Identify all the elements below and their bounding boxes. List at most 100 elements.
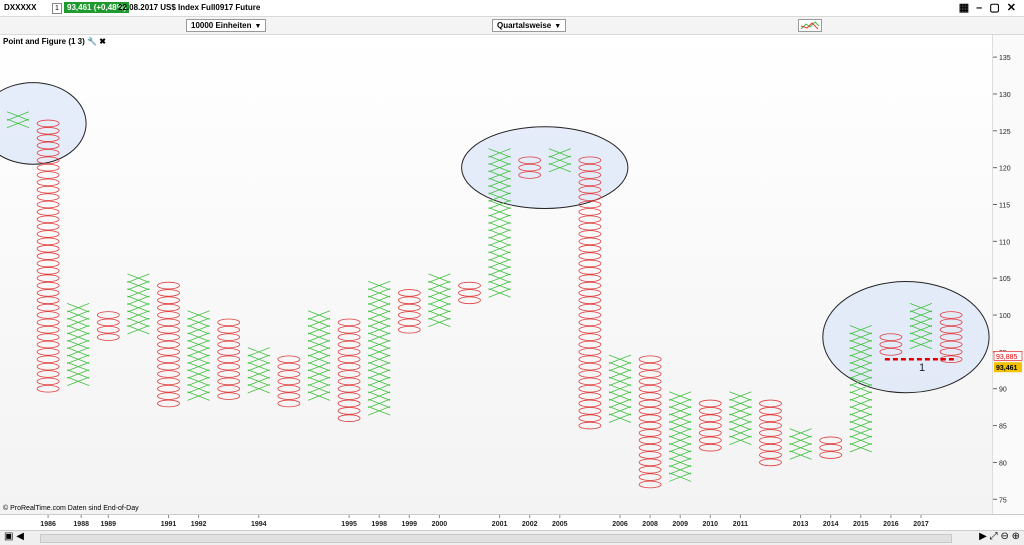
- o-mark: [578, 281, 602, 290]
- x-tick-label: 2013: [793, 521, 809, 528]
- o-mark: [759, 458, 782, 467]
- x-mark: [488, 273, 511, 283]
- o-mark: [578, 355, 602, 364]
- window-controls[interactable]: ▦ – ▢ ✕: [958, 2, 1018, 14]
- pnf-column-22: [669, 391, 692, 482]
- scroll-left-icon[interactable]: ◀: [16, 531, 24, 542]
- o-mark: [277, 377, 301, 386]
- x-mark: [247, 376, 270, 387]
- x-mark: [909, 303, 933, 313]
- o-mark: [337, 333, 361, 341]
- pnf-column-3: [96, 311, 120, 341]
- panel-label-text: Point and Figure (1 3): [3, 37, 85, 46]
- wrench-icon[interactable]: 🔧: [87, 37, 97, 46]
- o-mark: [819, 451, 843, 459]
- o-mark: [36, 289, 60, 297]
- x-tick-label: 2010: [703, 521, 719, 528]
- o-mark: [638, 377, 662, 386]
- pnf-column-25: [759, 399, 782, 467]
- o-mark: [578, 296, 602, 305]
- x-mark: [307, 391, 331, 401]
- o-mark: [698, 399, 722, 408]
- o-mark: [36, 141, 60, 150]
- units-dropdown[interactable]: 10000 Einheiten ▼: [186, 19, 267, 32]
- o-mark: [36, 156, 60, 165]
- o-mark: [578, 311, 602, 319]
- o-mark: [638, 355, 662, 364]
- o-mark: [277, 399, 301, 408]
- chart-type-icon[interactable]: [798, 19, 822, 32]
- horizontal-scrollbar[interactable]: [40, 534, 952, 543]
- zoom-in-icon[interactable]: ⊕: [1011, 531, 1020, 542]
- o-mark: [578, 193, 602, 201]
- x-mark: [307, 376, 331, 387]
- x-mark: [669, 420, 692, 431]
- x-mark: [729, 435, 752, 445]
- o-mark: [638, 436, 662, 445]
- price-axis[interactable]: 758085909510010511011512012513013593,885…: [992, 35, 1024, 514]
- x-tick-label: 1994: [251, 521, 267, 528]
- x-mark: [849, 361, 872, 372]
- x-mark: [488, 280, 511, 291]
- o-mark: [638, 384, 662, 393]
- o-mark: [36, 230, 60, 238]
- x-mark: [368, 280, 391, 291]
- bottom-left-controls[interactable]: ▣ ◀: [4, 531, 24, 542]
- zoom-reset-icon[interactable]: ⤢: [989, 531, 998, 542]
- o-mark: [698, 429, 722, 437]
- scroll-right-icon[interactable]: ▶: [979, 531, 987, 542]
- panel-label[interactable]: Point and Figure (1 3) 🔧 ✖: [3, 37, 106, 46]
- pnf-column-29: [879, 333, 903, 356]
- x-tick-label: 2016: [883, 521, 899, 528]
- x-mark: [187, 354, 210, 364]
- x-mark: [608, 361, 632, 372]
- chart-area[interactable]: 1: [0, 35, 992, 514]
- x-mark: [488, 221, 511, 232]
- o-mark: [36, 296, 60, 305]
- x-mark: [488, 155, 511, 165]
- bottom-right-controls[interactable]: ▶ ⤢ ⊖ ⊕: [979, 531, 1020, 542]
- close-icon[interactable]: ✖: [99, 37, 106, 46]
- ticker-dropdown[interactable]: DXXXXX: [4, 3, 37, 12]
- x-mark: [247, 347, 270, 357]
- pnf-column-21: [638, 355, 662, 489]
- x-mark: [307, 317, 331, 328]
- o-mark: [217, 355, 241, 364]
- x-mark: [187, 332, 210, 342]
- o-mark: [578, 318, 602, 327]
- x-mark: [849, 339, 872, 350]
- x-mark: [428, 317, 451, 328]
- image-icon[interactable]: ▣: [4, 531, 14, 542]
- x-mark: [849, 428, 872, 438]
- o-mark: [36, 215, 60, 224]
- x-mark: [428, 273, 451, 283]
- zoom-out-icon[interactable]: ⊖: [1000, 531, 1009, 542]
- o-mark: [157, 377, 180, 386]
- chart-number-box[interactable]: 1: [52, 3, 62, 14]
- x-mark: [307, 347, 331, 357]
- o-mark: [638, 362, 662, 371]
- o-mark: [879, 333, 903, 341]
- x-mark: [187, 384, 210, 394]
- o-mark: [578, 259, 602, 268]
- o-mark: [157, 296, 180, 305]
- pnf-column-31: [939, 311, 963, 364]
- period-label: Quartalsweise: [497, 21, 552, 30]
- o-mark: [157, 392, 180, 400]
- pnf-chart[interactable]: 1: [0, 35, 992, 514]
- o-mark: [578, 208, 602, 216]
- x-mark: [67, 339, 90, 350]
- x-mark: [187, 369, 210, 379]
- x-mark: [849, 325, 872, 335]
- x-mark: [127, 317, 150, 328]
- o-mark: [518, 156, 542, 165]
- o-mark: [939, 355, 963, 364]
- x-mark: [368, 325, 391, 335]
- pnf-column-24: [729, 391, 752, 445]
- circled-region-1: [461, 126, 629, 209]
- period-dropdown[interactable]: Quartalsweise ▼: [492, 19, 567, 32]
- o-mark: [578, 222, 602, 231]
- x-tick-label: 2015: [853, 521, 869, 528]
- pnf-column-20: [608, 354, 632, 423]
- credit-text: © ProRealTime.com Daten sind End-of-Day: [3, 505, 139, 512]
